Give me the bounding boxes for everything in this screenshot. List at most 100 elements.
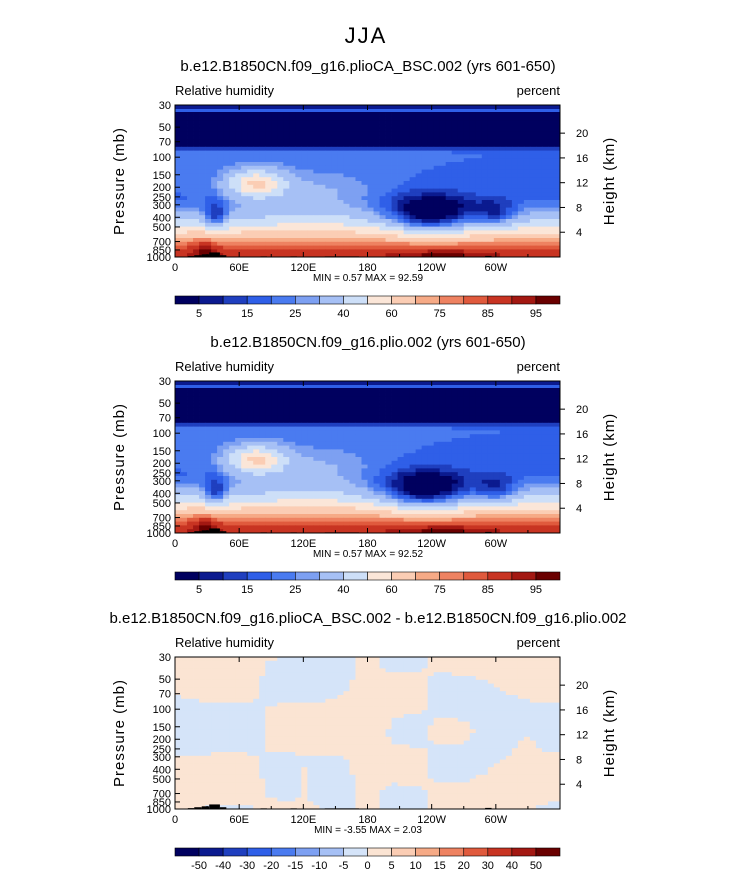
- heatmap-cell: [241, 468, 248, 473]
- heatmap-cell: [181, 222, 188, 227]
- heatmap-cell: [319, 192, 326, 197]
- heatmap-cell: [403, 495, 411, 500]
- heatmap-cell: [535, 453, 543, 458]
- heatmap-cell: [247, 207, 254, 212]
- heatmap-cell: [433, 184, 441, 189]
- heatmap-cell: [295, 472, 302, 477]
- heatmap-cell: [199, 249, 206, 254]
- heatmap-cell: [265, 445, 272, 450]
- heatmap-cell: [505, 476, 513, 481]
- heatmap-cell: [247, 150, 254, 155]
- heatmap-cell: [343, 203, 350, 208]
- heatmap-cell: [511, 510, 519, 515]
- heatmap-cell: [433, 253, 441, 258]
- heatmap-cell: [379, 154, 386, 159]
- heatmap-cell: [199, 491, 206, 496]
- heatmap-cell: [343, 464, 350, 469]
- heatmap-cell: [277, 460, 284, 465]
- heatmap-cell: [337, 411, 344, 416]
- heatmap-cell: [355, 124, 362, 129]
- heatmap-cell: [247, 222, 254, 227]
- heatmap-cell: [295, 510, 302, 515]
- heatmap-cell: [385, 510, 392, 515]
- heatmap-cell: [553, 143, 561, 148]
- heatmap-cell: [457, 419, 465, 424]
- heatmap-cell: [517, 207, 525, 212]
- heatmap-cell: [229, 517, 236, 522]
- heatmap-cell: [457, 207, 465, 212]
- colorbar-swatch: [439, 295, 465, 305]
- heatmap-cell: [451, 388, 459, 393]
- heatmap-cell: [277, 434, 284, 439]
- heatmap-cell: [487, 253, 495, 258]
- heatmap-cell: [289, 422, 296, 427]
- heatmap-cell: [511, 438, 519, 443]
- heatmap-cell: [427, 415, 435, 420]
- heatmap-cell: [247, 203, 254, 208]
- heatmap-cell: [325, 476, 332, 481]
- heatmap-cell: [361, 222, 368, 227]
- heatmap-cell: [499, 415, 507, 420]
- heatmap-cell: [355, 203, 362, 208]
- heatmap-cell: [355, 468, 362, 473]
- heatmap-cell: [445, 392, 453, 397]
- heatmap-cell: [289, 495, 296, 500]
- heatmap-cell: [397, 230, 404, 235]
- heatmap-cell: [289, 460, 296, 465]
- heatmap-cell: [181, 192, 188, 197]
- heatmap-cell: [325, 449, 332, 454]
- heatmap-cell: [517, 177, 525, 182]
- heatmap-cell: [187, 407, 194, 412]
- heatmap-cell: [337, 124, 344, 129]
- heatmap-cell: [253, 116, 260, 121]
- heatmap-cell: [337, 211, 344, 216]
- heatmap-cell: [373, 184, 380, 189]
- heatmap-cell: [271, 392, 278, 397]
- heatmap-cell: [493, 188, 501, 193]
- heatmap-cell: [475, 211, 483, 216]
- heatmap-cell: [199, 403, 206, 408]
- heatmap-cell: [217, 403, 224, 408]
- heatmap-cell: [175, 173, 182, 178]
- heatmap-cell: [277, 219, 284, 224]
- heatmap-cell: [463, 154, 471, 159]
- heatmap-cell: [517, 112, 525, 117]
- heatmap-cell: [445, 241, 453, 246]
- heatmap-cell: [217, 430, 224, 435]
- heatmap-cell: [517, 457, 525, 462]
- heatmap-cell: [493, 234, 501, 239]
- heatmap-cell: [451, 234, 459, 239]
- heatmap-cell: [277, 169, 284, 174]
- heatmap-cell: [259, 411, 266, 416]
- heatmap-cell: [391, 411, 398, 416]
- heatmap-cell: [553, 400, 561, 405]
- heatmap-cell: [247, 181, 254, 186]
- heatmap-cell: [325, 483, 332, 488]
- heatmap-cell: [469, 449, 477, 454]
- heatmap-cell: [277, 396, 284, 401]
- heatmap-cell: [505, 464, 513, 469]
- heatmap-cell: [259, 215, 266, 220]
- heatmap-cell: [295, 165, 302, 170]
- heatmap-cell: [319, 415, 326, 420]
- heatmap-cell: [403, 472, 411, 477]
- heatmap-cell: [187, 162, 194, 167]
- heatmap-cell: [205, 388, 212, 393]
- heatmap-cell: [403, 143, 411, 148]
- heatmap-cell: [253, 230, 260, 235]
- heatmap-cell: [385, 188, 392, 193]
- heatmap-cell: [211, 476, 218, 481]
- heatmap-cell: [181, 200, 188, 205]
- heatmap-cell: [379, 495, 386, 500]
- heatmap-cell: [493, 196, 501, 201]
- heatmap-cell: [271, 396, 278, 401]
- heatmap-cell: [523, 438, 531, 443]
- heatmap-cell: [415, 491, 423, 496]
- heatmap-cell: [247, 491, 254, 496]
- heatmap-cell: [307, 165, 314, 170]
- heatmap-cell: [355, 181, 362, 186]
- heatmap-cell: [295, 388, 302, 393]
- heatmap-cell: [241, 207, 248, 212]
- heatmap-cell: [547, 158, 555, 163]
- heatmap-cell: [415, 135, 423, 140]
